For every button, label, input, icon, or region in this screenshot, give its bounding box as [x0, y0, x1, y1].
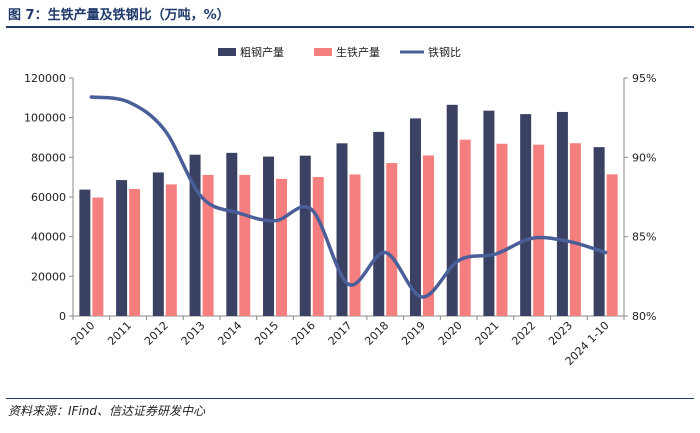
ratio-point [531, 237, 533, 239]
bar-crude-steel [593, 147, 605, 316]
y-left-tick-label: 120000 [24, 72, 66, 85]
bar-pig-iron [276, 178, 288, 316]
legend-label: 生铁产量 [336, 45, 380, 59]
ratio-point [237, 212, 239, 214]
x-tick-label: 2010 [68, 319, 97, 348]
bar-crude-steel [520, 114, 532, 316]
bar-crude-steel [152, 172, 164, 316]
figure-title: 图 7：生铁产量及铁钢比（万吨，%） [8, 8, 230, 23]
y-right-tick-label: 95% [632, 72, 656, 85]
ratio-point [421, 296, 423, 298]
bar-pig-iron [239, 174, 251, 316]
ratio-point [311, 209, 313, 211]
ratio-point [458, 259, 460, 261]
ratio-point [384, 252, 386, 254]
bar-pig-iron [349, 174, 361, 316]
x-tick-label: 2022 [509, 319, 538, 348]
bar-crude-steel [483, 110, 495, 316]
x-tick-label: 2021 [473, 319, 502, 348]
source-label: 资料来源： [8, 404, 69, 418]
chart-axes [69, 77, 628, 320]
bar-crude-steel [189, 154, 201, 316]
y-left-tick-label: 80000 [31, 151, 66, 164]
legend-swatch [314, 48, 332, 56]
x-tick-label: 2014 [215, 319, 244, 348]
x-tick-label: 2011 [105, 319, 134, 348]
source-note: 资料来源：IFind、信达证券研发中心 [8, 402, 205, 419]
x-tick-label: 2020 [436, 319, 465, 348]
chart: 0 20000 40000 60000 80000 100000 120000 80% 85% 9… [24, 45, 656, 368]
y-left-tick-label: 40000 [31, 231, 66, 244]
chart-legend: 粗钢产量 生铁产量 铁钢比 [218, 45, 461, 59]
bar-crude-steel [373, 131, 385, 316]
bar-crude-steel [79, 189, 91, 316]
ratio-point [494, 253, 496, 255]
bar-crude-steel [336, 143, 348, 316]
bar-crude-steel [226, 152, 238, 316]
y-left-tick-label: 0 [59, 310, 66, 323]
bar-pig-iron [422, 155, 434, 316]
legend-label: 粗钢产量 [240, 45, 284, 59]
y-right-tick-label: 85% [632, 231, 656, 244]
bar-pig-iron [459, 139, 471, 316]
bar-pig-iron [606, 174, 618, 316]
bar-pig-iron [312, 177, 324, 316]
ratio-point [348, 283, 349, 285]
ratio-point [568, 240, 570, 242]
x-tick-label: 2023 [546, 319, 575, 348]
legend-swatch [218, 48, 236, 56]
bar-pig-iron [533, 144, 545, 316]
ratio-point [201, 196, 203, 198]
x-tick-label: 2018 [362, 319, 391, 348]
bar-crude-steel [299, 155, 311, 316]
y-left-tick-label: 60000 [31, 191, 66, 204]
bar-pig-iron [129, 188, 141, 316]
title-divider [6, 26, 694, 28]
bar-pig-iron [496, 143, 508, 316]
y-right-tick-label: 80% [632, 310, 656, 323]
bar-pig-iron [569, 143, 581, 316]
bar-pig-iron [165, 184, 177, 316]
x-tick-label: 2017 [326, 319, 355, 348]
bar-crude-steel [446, 104, 458, 316]
bar-crude-steel [263, 156, 275, 316]
ratio-point [605, 252, 607, 254]
y-left-tick-label: 20000 [31, 270, 66, 283]
chart-bars [79, 104, 618, 316]
legend-label: 铁钢比 [428, 46, 461, 59]
bottom-divider [6, 398, 694, 399]
x-tick-label: 2019 [399, 319, 428, 348]
y-left-tick-label: 100000 [24, 112, 66, 125]
ratio-point [127, 101, 129, 103]
ratio-point [274, 220, 276, 222]
y-right-tick-label: 90% [632, 151, 656, 164]
x-tick-label: 2013 [179, 319, 208, 348]
bar-crude-steel [116, 180, 128, 316]
bar-pig-iron [202, 174, 214, 316]
x-tick-label: 2015 [252, 319, 281, 348]
bar-pig-iron [92, 197, 104, 316]
bar-crude-steel [409, 118, 421, 316]
x-tick-label: 2016 [289, 319, 318, 348]
bar-pig-iron [386, 163, 398, 316]
ratio-point [164, 129, 166, 131]
bar-crude-steel [556, 111, 568, 316]
x-tick-label: 2012 [142, 319, 171, 348]
source-text: IFind、信达证券研发中心 [68, 404, 206, 418]
chart-ratio-line [89, 95, 608, 299]
ratio-point [90, 96, 92, 98]
